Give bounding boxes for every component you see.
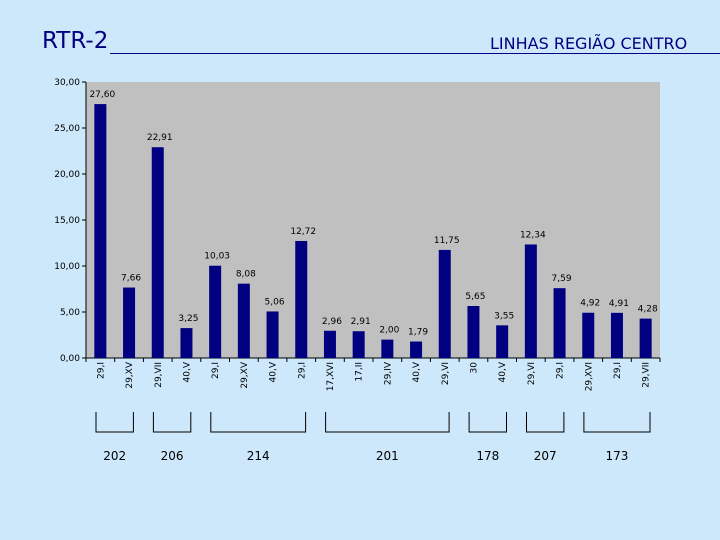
data-label: 3,25 xyxy=(178,314,198,324)
data-label: 12,72 xyxy=(290,227,316,237)
y-tick-label: 30,00 xyxy=(54,78,80,88)
x-tick-label: 40,V xyxy=(498,361,508,382)
page-title: RTR-2 xyxy=(42,28,109,54)
x-tick-label: 17,II xyxy=(355,362,365,382)
data-label: 5,06 xyxy=(265,297,285,307)
data-label: 22,91 xyxy=(147,133,173,143)
group-bracket xyxy=(152,412,192,433)
data-label: 11,75 xyxy=(434,236,460,246)
bar xyxy=(639,318,652,358)
x-tick-label: 29,VII xyxy=(154,362,164,388)
bar xyxy=(237,283,250,358)
group-label: 173 xyxy=(605,449,628,463)
group-bracket xyxy=(210,412,307,433)
bar xyxy=(553,288,566,358)
x-tick-label: 29,I xyxy=(556,362,566,379)
data-label: 4,28 xyxy=(638,305,658,315)
bar xyxy=(381,339,394,358)
plot-area xyxy=(86,82,660,358)
x-tick-label: 40,V xyxy=(412,361,422,382)
data-label: 1,79 xyxy=(408,328,428,338)
bar xyxy=(209,265,222,358)
data-label: 2,00 xyxy=(379,326,399,336)
y-tick-label: 0,00 xyxy=(60,354,80,364)
x-tick-label: 29,I xyxy=(211,362,221,379)
bar xyxy=(410,341,423,358)
data-label: 2,96 xyxy=(322,317,342,327)
data-label: 7,66 xyxy=(121,274,141,284)
y-tick-label: 20,00 xyxy=(54,170,80,180)
group-label: 202 xyxy=(103,449,126,463)
data-label: 3,55 xyxy=(494,311,514,321)
bar xyxy=(151,147,164,358)
x-tick-label: 29,I xyxy=(297,362,307,379)
bar xyxy=(123,287,136,358)
y-tick-label: 10,00 xyxy=(54,262,80,272)
data-label: 2,91 xyxy=(351,317,371,327)
x-tick-label: 29,XV xyxy=(125,361,135,388)
group-label: 214 xyxy=(247,449,270,463)
bar xyxy=(438,249,451,358)
bar xyxy=(467,306,480,358)
bar xyxy=(266,311,279,358)
y-tick-label: 25,00 xyxy=(54,124,80,134)
x-tick-label: 30 xyxy=(469,362,479,374)
bar xyxy=(582,312,595,358)
x-tick-label: 29,IV xyxy=(383,361,393,385)
x-tick-label: 29,I xyxy=(96,362,106,379)
group-bracket xyxy=(583,412,651,433)
x-tick-label: 29,VI xyxy=(441,362,451,385)
x-tick-label: 17,XVI xyxy=(326,362,336,391)
group-bracket xyxy=(526,412,565,433)
group-label: 201 xyxy=(376,449,399,463)
y-tick-label: 5,00 xyxy=(60,308,80,318)
group-label: 207 xyxy=(534,449,557,463)
group-label: 178 xyxy=(476,449,499,463)
group-bracket xyxy=(95,412,134,433)
bar xyxy=(323,330,336,358)
title-rule xyxy=(110,53,720,54)
x-tick-label: 29,VI xyxy=(527,362,537,385)
group-label: 206 xyxy=(161,449,184,463)
group-bracket xyxy=(325,412,450,433)
x-tick-label: 29,VII xyxy=(642,362,652,388)
data-label: 8,08 xyxy=(236,270,256,280)
bar xyxy=(610,312,623,358)
chart-subtitle: LINHAS REGIÃO CENTRO xyxy=(490,34,688,53)
data-label: 5,65 xyxy=(465,292,485,302)
data-label: 27,60 xyxy=(89,90,115,100)
bar xyxy=(295,240,308,358)
bar xyxy=(180,328,193,358)
data-label: 12,34 xyxy=(520,230,546,240)
bar xyxy=(496,325,509,358)
x-tick-label: 29,XV xyxy=(240,361,250,388)
data-label: 4,91 xyxy=(609,299,629,309)
data-label: 10,03 xyxy=(204,252,230,262)
bar xyxy=(524,244,537,358)
x-tick-label: 40,V xyxy=(182,361,192,382)
bar xyxy=(352,331,365,358)
y-tick-label: 15,00 xyxy=(54,216,80,226)
group-bracket xyxy=(468,412,507,433)
x-tick-label: 29,I xyxy=(613,362,623,379)
data-label: 7,59 xyxy=(552,274,572,284)
data-label: 4,92 xyxy=(580,299,600,309)
x-tick-label: 29,XVI xyxy=(584,362,594,391)
bar xyxy=(94,104,107,358)
x-tick-label: 40,V xyxy=(269,361,279,382)
